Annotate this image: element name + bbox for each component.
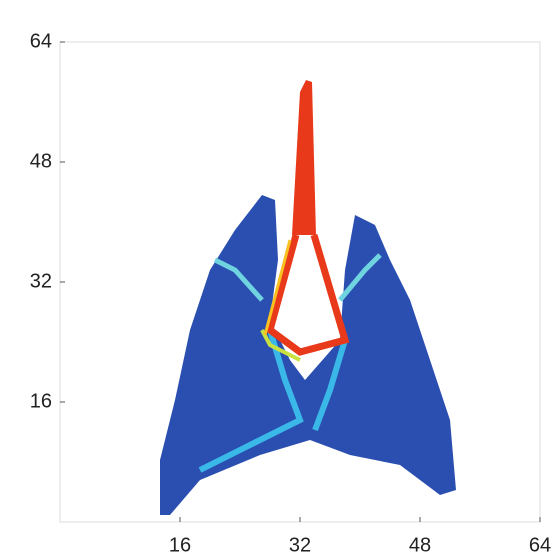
lung-body [160, 195, 456, 515]
x-tick-label: 48 [409, 534, 431, 556]
vessel [260, 329, 301, 362]
y-tick-label: 32 [30, 270, 52, 292]
x-tick-label: 16 [169, 534, 191, 556]
x-tick-label: 64 [529, 534, 551, 556]
y-tick-label: 16 [30, 390, 52, 412]
lung-image [160, 80, 456, 515]
x-tick-label: 32 [289, 534, 311, 556]
trachea [292, 80, 316, 235]
vessel [213, 257, 264, 302]
vessel [338, 253, 382, 302]
vessel [198, 329, 304, 473]
y-tick-label: 48 [30, 150, 52, 172]
vessel [312, 339, 348, 432]
bronchus [265, 234, 350, 356]
bronchus-edge [263, 239, 292, 336]
lung-center-gap [276, 240, 336, 350]
y-tick-label: 64 [30, 30, 52, 52]
